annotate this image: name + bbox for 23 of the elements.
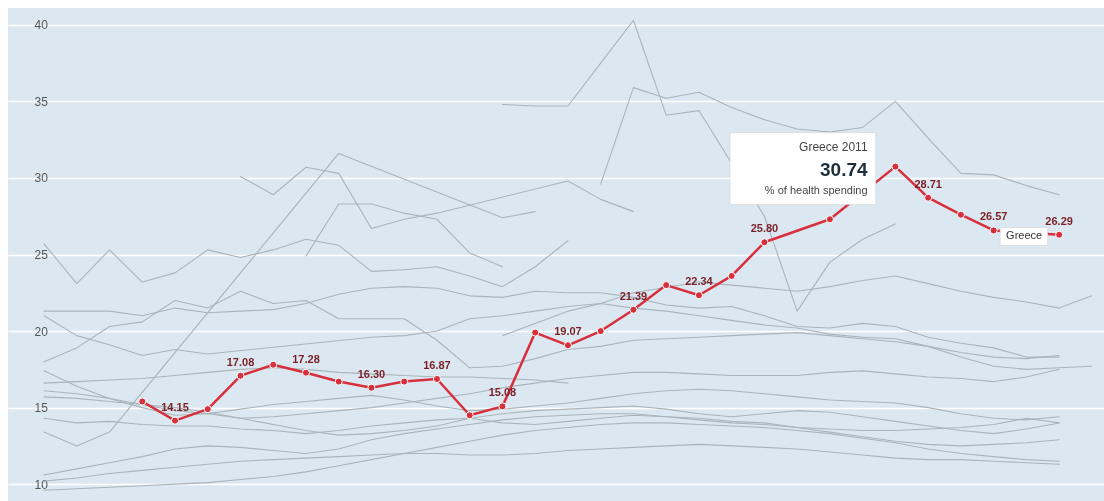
series-label: Greece [1006,229,1043,242]
data-label: 26.29 [1045,214,1073,227]
y-tick-label: 20 [34,324,49,339]
data-label: 17.08 [226,355,255,368]
data-label: 14.15 [161,400,189,413]
annotation: % of health spending [764,183,868,196]
y-tick-label: 40 [34,18,49,33]
annotation: Greece 2011 [799,140,868,155]
data-label: 30.74 [820,158,869,180]
y-tick-label: 10 [34,477,49,492]
data-label: 16.30 [357,367,386,380]
data-label: 26.57 [979,210,1008,223]
data-label: 16.87 [423,358,451,371]
data-label: 21.39 [619,289,648,302]
data-label: 28.71 [914,177,942,190]
y-tick-label: 30 [34,171,49,186]
data-label: 22.34 [685,275,714,288]
y-tick-label: 15 [34,401,49,416]
data-label: 25.80 [750,222,779,235]
y-tick-label: 25 [34,248,49,262]
y-tick-label: 35 [34,94,49,109]
data-label: 17.28 [292,352,320,365]
data-label: 19.07 [554,325,582,338]
